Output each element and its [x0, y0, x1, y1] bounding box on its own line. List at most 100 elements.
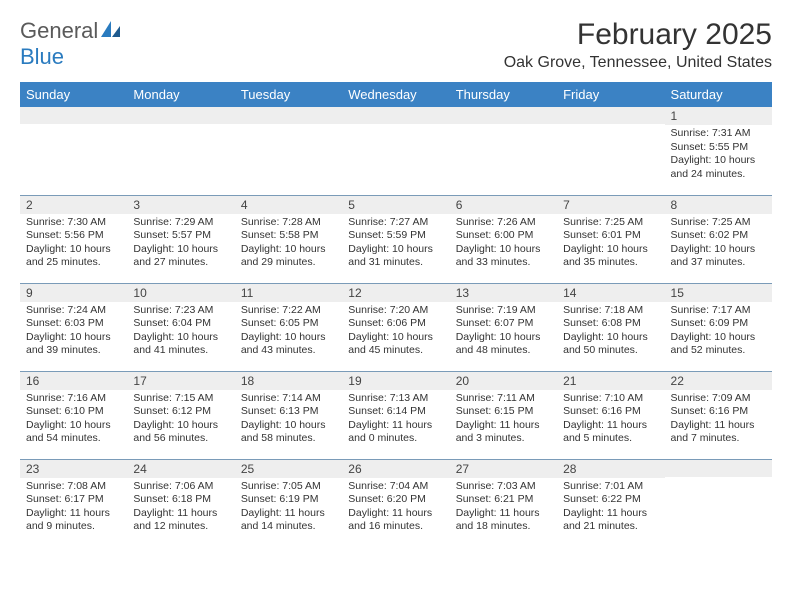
day-sunset: Sunset: 5:57 PM	[133, 229, 228, 243]
day-number: 6	[450, 196, 557, 214]
calendar-day-cell	[665, 459, 772, 547]
calendar-day-cell: 5Sunrise: 7:27 AMSunset: 5:59 PMDaylight…	[342, 195, 449, 283]
day-number: 26	[342, 460, 449, 478]
calendar-day-cell: 24Sunrise: 7:06 AMSunset: 6:18 PMDayligh…	[127, 459, 234, 547]
day-number: 9	[20, 284, 127, 302]
day-content: Sunrise: 7:25 AMSunset: 6:01 PMDaylight:…	[557, 214, 664, 275]
weekday-header: Thursday	[450, 82, 557, 107]
calendar-day-cell: 16Sunrise: 7:16 AMSunset: 6:10 PMDayligh…	[20, 371, 127, 459]
day-sunset: Sunset: 6:01 PM	[563, 229, 658, 243]
day-sunset: Sunset: 6:12 PM	[133, 405, 228, 419]
day-sunrise: Sunrise: 7:05 AM	[241, 480, 336, 494]
day-sunrise: Sunrise: 7:15 AM	[133, 392, 228, 406]
calendar-day-cell: 22Sunrise: 7:09 AMSunset: 6:16 PMDayligh…	[665, 371, 772, 459]
day-number	[665, 460, 772, 477]
day-daylight: Daylight: 10 hours and 37 minutes.	[671, 243, 766, 270]
day-sunrise: Sunrise: 7:30 AM	[26, 216, 121, 230]
day-daylight: Daylight: 11 hours and 12 minutes.	[133, 507, 228, 534]
day-number	[20, 107, 127, 124]
calendar-day-cell: 14Sunrise: 7:18 AMSunset: 6:08 PMDayligh…	[557, 283, 664, 371]
calendar-day-cell: 17Sunrise: 7:15 AMSunset: 6:12 PMDayligh…	[127, 371, 234, 459]
day-number: 2	[20, 196, 127, 214]
day-number: 12	[342, 284, 449, 302]
day-sunrise: Sunrise: 7:28 AM	[241, 216, 336, 230]
day-sunrise: Sunrise: 7:10 AM	[563, 392, 658, 406]
location: Oak Grove, Tennessee, United States	[504, 54, 772, 72]
day-content: Sunrise: 7:25 AMSunset: 6:02 PMDaylight:…	[665, 214, 772, 275]
day-sunset: Sunset: 5:56 PM	[26, 229, 121, 243]
day-sunrise: Sunrise: 7:24 AM	[26, 304, 121, 318]
day-sunrise: Sunrise: 7:23 AM	[133, 304, 228, 318]
calendar-day-cell: 2Sunrise: 7:30 AMSunset: 5:56 PMDaylight…	[20, 195, 127, 283]
calendar-week-row: 2 Sunrise: 7:30 AMSunset: 5:56 PM Daylight…	[20, 195, 772, 283]
day-daylight: Daylight: 10 hours and 50 minutes.	[563, 331, 658, 358]
day-number: 22	[665, 372, 772, 390]
day-content: Sunrise: 7:29 AMSunset: 5:57 PMDaylight:…	[127, 214, 234, 275]
day-daylight: Daylight: 11 hours and 5 minutes.	[563, 419, 658, 446]
day-number: 13	[450, 284, 557, 302]
calendar-day-cell: 13Sunrise: 7:19 AMSunset: 6:07 PMDayligh…	[450, 283, 557, 371]
day-sunrise: Sunrise: 7:25 AM	[671, 216, 766, 230]
day-daylight: Daylight: 10 hours and 27 minutes.	[133, 243, 228, 270]
header: General Blue February 2025 Oak Grove, Te…	[20, 18, 772, 72]
calendar-week-row: 23Sunrise: 7:08 AMSunset: 6:17 PMDayligh…	[20, 459, 772, 547]
day-sunset: Sunset: 6:05 PM	[241, 317, 336, 331]
calendar-day-cell: 23Sunrise: 7:08 AMSunset: 6:17 PMDayligh…	[20, 459, 127, 547]
day-daylight: Daylight: 10 hours and 58 minutes.	[241, 419, 336, 446]
weekday-header-row: Sunday Monday Tuesday Wednesday Thursday…	[20, 82, 772, 107]
day-sunset: Sunset: 5:58 PM	[241, 229, 336, 243]
calendar-week-row: 16Sunrise: 7:16 AMSunset: 6:10 PMDayligh…	[20, 371, 772, 459]
day-sunset: Sunset: 6:19 PM	[241, 493, 336, 507]
day-sunrise: Sunrise: 7:31 AM	[671, 127, 766, 141]
day-number: 7	[557, 196, 664, 214]
month-title: February 2025	[504, 18, 772, 52]
day-number: 21	[557, 372, 664, 390]
day-content: Sunrise: 7:27 AMSunset: 5:59 PMDaylight:…	[342, 214, 449, 275]
day-content: Sunrise: 7:31 AMSunset: 5:55 PMDaylight:…	[665, 125, 772, 186]
logo: General Blue	[20, 18, 122, 70]
calendar-day-cell: 8Sunrise: 7:25 AMSunset: 6:02 PMDaylight…	[665, 195, 772, 283]
day-sunset: Sunset: 6:08 PM	[563, 317, 658, 331]
day-sunrise: Sunrise: 7:29 AM	[133, 216, 228, 230]
day-daylight: Daylight: 11 hours and 9 minutes.	[26, 507, 121, 534]
calendar-table: Sunday Monday Tuesday Wednesday Thursday…	[20, 82, 772, 547]
weekday-header: Friday	[557, 82, 664, 107]
weekday-header: Monday	[127, 82, 234, 107]
calendar-day-cell: 12Sunrise: 7:20 AMSunset: 6:06 PMDayligh…	[342, 283, 449, 371]
day-daylight: Daylight: 10 hours and 52 minutes.	[671, 331, 766, 358]
day-sunset: Sunset: 5:59 PM	[348, 229, 443, 243]
day-sunrise: Sunrise: 7:26 AM	[456, 216, 551, 230]
calendar-day-cell: 26Sunrise: 7:04 AMSunset: 6:20 PMDayligh…	[342, 459, 449, 547]
day-sunset: Sunset: 5:55 PM	[671, 141, 766, 155]
day-number	[557, 107, 664, 124]
logo-text-block: General Blue	[20, 18, 122, 70]
day-content: Sunrise: 7:03 AMSunset: 6:21 PMDaylight:…	[450, 478, 557, 539]
day-sunset: Sunset: 6:21 PM	[456, 493, 551, 507]
calendar-day-cell: 7Sunrise: 7:25 AMSunset: 6:01 PMDaylight…	[557, 195, 664, 283]
day-number: 1	[665, 107, 772, 125]
day-sunset: Sunset: 6:20 PM	[348, 493, 443, 507]
day-daylight: Daylight: 11 hours and 7 minutes.	[671, 419, 766, 446]
day-daylight: Daylight: 10 hours and 39 minutes.	[26, 331, 121, 358]
day-daylight: Daylight: 11 hours and 0 minutes.	[348, 419, 443, 446]
calendar-day-cell: 21Sunrise: 7:10 AMSunset: 6:16 PMDayligh…	[557, 371, 664, 459]
day-sunrise: Sunrise: 7:25 AM	[563, 216, 658, 230]
day-daylight: Daylight: 10 hours and 41 minutes.	[133, 331, 228, 358]
weekday-header: Tuesday	[235, 82, 342, 107]
day-content: Sunrise: 7:19 AMSunset: 6:07 PMDaylight:…	[450, 302, 557, 363]
day-number: 8	[665, 196, 772, 214]
weekday-header: Sunday	[20, 82, 127, 107]
day-sunrise: Sunrise: 7:13 AM	[348, 392, 443, 406]
day-daylight: Daylight: 10 hours and 56 minutes.	[133, 419, 228, 446]
day-number: 10	[127, 284, 234, 302]
day-number: 15	[665, 284, 772, 302]
day-sunrise: Sunrise: 7:27 AM	[348, 216, 443, 230]
calendar-day-cell	[557, 107, 664, 195]
day-sunset: Sunset: 6:03 PM	[26, 317, 121, 331]
day-number: 18	[235, 372, 342, 390]
day-content: Sunrise: 7:08 AMSunset: 6:17 PMDaylight:…	[20, 478, 127, 539]
day-daylight: Daylight: 11 hours and 3 minutes.	[456, 419, 551, 446]
day-sunrise: Sunrise: 7:11 AM	[456, 392, 551, 406]
calendar-week-row: 9Sunrise: 7:24 AMSunset: 6:03 PMDaylight…	[20, 283, 772, 371]
day-number: 23	[20, 460, 127, 478]
